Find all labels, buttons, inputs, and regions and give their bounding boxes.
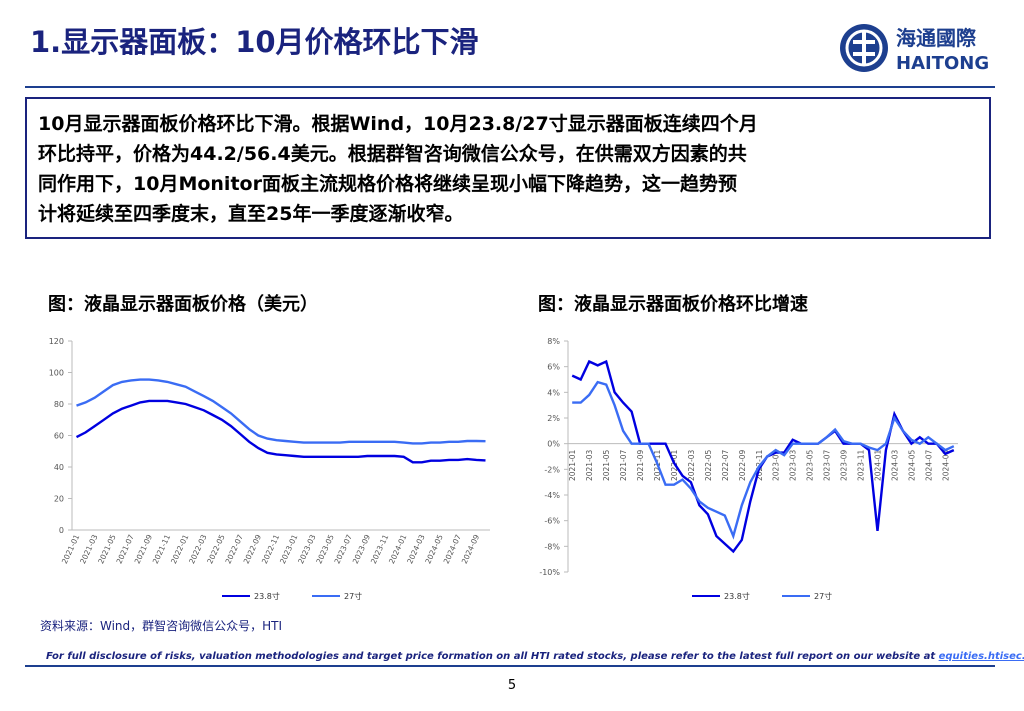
x-tick-label: 2022-07 (721, 449, 730, 481)
source: 资料来源：Wind，群智咨询微信公众号，HTI (40, 618, 282, 633)
logo: 海通國際 HAITONG (840, 24, 989, 74)
summary-line: 10月显示器面板价格环比下滑。根据Wind，10月23.8/27寸显示器面板连续… (38, 112, 758, 135)
y-tick-label: 0% (547, 440, 560, 449)
x-tick-label: 2022-09 (738, 449, 747, 481)
x-tick-label: 2024-05 (907, 449, 916, 481)
x-tick-label: 2021-03 (585, 449, 594, 481)
summary-line: 计将延续至四季度末，直至25年一季度逐渐收窄。 (38, 202, 463, 225)
y-tick-label: -6% (544, 517, 560, 526)
y-tick-label: 60 (54, 432, 64, 441)
series-line (75, 399, 486, 464)
x-tick-label: 2021-09 (636, 449, 645, 481)
series-line (76, 378, 486, 445)
y-tick-label: 8% (547, 337, 560, 346)
y-tick-label: 80 (54, 400, 64, 409)
x-tick-label: 2022-05 (704, 449, 713, 481)
y-tick-label: 120 (49, 337, 64, 346)
x-tick-label: 2024-07 (924, 449, 933, 481)
y-tick-label: -8% (544, 542, 560, 551)
legend-label: 23.8寸 (724, 591, 750, 601)
x-tick-label: 2023-11 (857, 449, 866, 481)
summary-line: 环比持平，价格为44.2/56.4美元。根据群智咨询微信公众号，在供需双方因素的… (38, 142, 747, 165)
summary-line: 同作用下，10月Monitor面板主流规格价格将继续呈现小幅下降趋势，这一趋势预 (38, 172, 737, 195)
page-number: 5 (508, 678, 516, 693)
x-tick-label: 2023-05 (806, 449, 815, 481)
x-tick-label: 2023-03 (789, 449, 798, 481)
x-tick-label: 2021-07 (619, 449, 628, 481)
y-tick-label: 40 (54, 463, 64, 472)
x-tick-label: 2023-01 (772, 449, 781, 481)
y-tick-label: 4% (547, 388, 560, 397)
series-line (572, 380, 955, 540)
y-tick-label: 100 (49, 369, 64, 378)
y-tick-label: -4% (544, 491, 560, 500)
legend-label: 27寸 (814, 591, 832, 601)
summary: 10月显示器面板价格环比下滑。根据Wind，10月23.8/27寸显示器面板连续… (38, 112, 758, 225)
x-tick-label: 2024-09 (460, 533, 481, 565)
chart-title: 图：液晶显示器面板价格环比增速 (538, 293, 808, 315)
y-tick-label: -2% (544, 465, 560, 474)
y-tick-label: 0 (59, 526, 64, 535)
slide-title: 1.显示器面板：10月价格环比下滑 (30, 25, 479, 59)
disclaimer: For full disclosure of risks, valuation … (46, 651, 1024, 662)
disclaimer-text: For full disclosure of risks, valuation … (46, 651, 936, 662)
x-tick-label: 2024-01 (873, 449, 882, 481)
logo-cn: 海通國際 (896, 26, 977, 50)
x-tick-label: 2024-09 (941, 449, 950, 481)
chart-title: 图：液晶显示器面板价格（美元） (48, 293, 318, 315)
legend-label: 27寸 (344, 591, 362, 601)
logo-en: HAITONG (896, 53, 989, 74)
disclaimer-link[interactable]: equities.htisec.com (939, 651, 1024, 662)
y-tick-label: 6% (547, 363, 560, 372)
legend-label: 23.8寸 (254, 591, 280, 601)
x-tick-label: 2021-01 (568, 449, 577, 481)
summary-box (25, 97, 991, 239)
y-tick-label: -10% (539, 568, 560, 577)
x-tick-label: 2023-07 (823, 449, 832, 481)
y-tick-label: 2% (547, 414, 560, 423)
x-tick-label: 2022-03 (687, 449, 696, 481)
y-tick-label: 20 (54, 495, 64, 504)
x-tick-label: 2023-09 (840, 449, 849, 481)
x-tick-label: 2024-03 (890, 449, 899, 481)
x-tick-label: 2021-05 (602, 449, 611, 481)
